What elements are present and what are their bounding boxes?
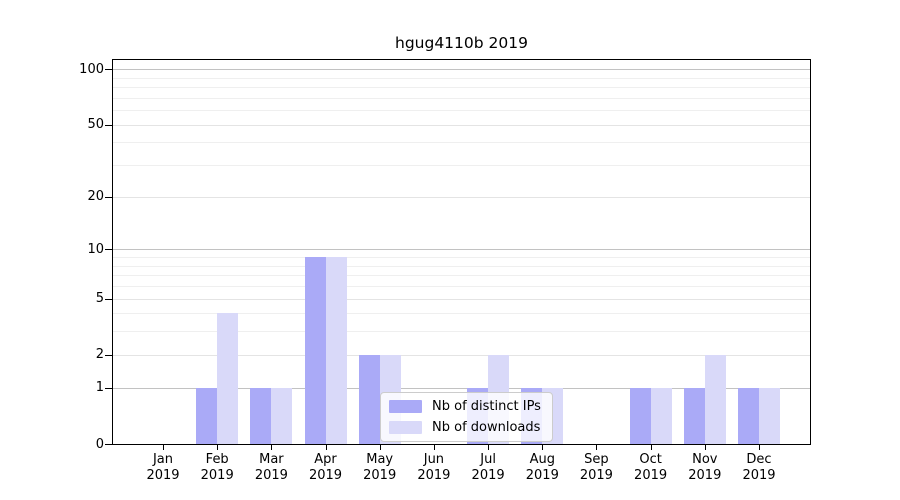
- legend: Nb of distinct IPs Nb of downloads: [380, 392, 553, 442]
- x-tick-label-aug: Aug 2019: [525, 452, 559, 483]
- x-tick-jul: [488, 445, 490, 450]
- major-gridline-20: [113, 196, 810, 198]
- x-tick-oct: [650, 445, 652, 450]
- bar-distinct-ips-may: [358, 354, 380, 444]
- legend-item-downloads: Nb of downloads: [389, 420, 541, 435]
- bar-downloads-nov: [704, 354, 726, 444]
- major-gridline-2: [113, 354, 810, 356]
- x-tick-label-may: May 2019: [363, 452, 397, 483]
- x-tick-label-dec: Dec 2019: [742, 452, 776, 483]
- chart-title: hgug4110b 2019: [395, 34, 528, 52]
- plot-area: Jan 2019 Feb 2019 Mar 2019 Apr 2019 May 2019…: [79, 59, 811, 483]
- y-tick-label-5: 5: [95, 291, 104, 306]
- bar-downloads-dec: [759, 387, 780, 444]
- bar-downloads-feb: [217, 313, 239, 444]
- y-tick-label-1: 1: [95, 380, 104, 396]
- bar-distinct-ips-dec: [738, 387, 759, 444]
- major-gridline-5: [113, 298, 810, 300]
- bar-distinct-ips-feb: [196, 387, 218, 444]
- x-tick-apr: [325, 445, 327, 450]
- bar-downloads-oct: [650, 387, 672, 444]
- bar-distinct-ips-oct: [629, 387, 651, 444]
- minor-gridline-60: [113, 110, 810, 112]
- x-tick-label-mar: Mar 2019: [254, 452, 288, 483]
- decade-gridline-1: [113, 387, 810, 389]
- y-tick-label-10: 10: [87, 241, 104, 257]
- y-tick-label-0: 0: [95, 436, 104, 452]
- decade-gridline-10: [113, 249, 810, 251]
- y-tick-label-20: 20: [87, 189, 104, 205]
- y-tick-10: [105, 249, 113, 251]
- legend-swatch-downloads: [389, 421, 422, 434]
- x-tick-label-jan: Jan 2019: [146, 452, 180, 483]
- legend-label-downloads: Nb of downloads: [432, 420, 541, 435]
- bar-downloads-mar: [271, 387, 293, 444]
- minor-gridline-3: [113, 331, 810, 333]
- y-tick-20: [105, 196, 113, 198]
- x-tick-label-apr: Apr 2019: [308, 452, 343, 483]
- x-tick-jun: [433, 445, 435, 450]
- y-tick-5: [105, 298, 113, 300]
- x-tick-label-feb: Feb 2019: [200, 452, 234, 483]
- x-tick-label-oct: Oct 2019: [634, 452, 668, 483]
- legend-item-distinct-ips: Nb of distinct IPs: [389, 399, 541, 414]
- minor-gridline-8: [113, 265, 810, 267]
- x-tick-label-sep: Sep 2019: [579, 452, 613, 483]
- decade-gridline-100: [113, 69, 810, 71]
- y-tick-1: [105, 387, 113, 389]
- bar-downloads-apr: [325, 257, 347, 444]
- x-tick-nov: [704, 445, 706, 450]
- minor-gridline-4: [113, 313, 810, 315]
- bar-distinct-ips-apr: [304, 257, 326, 444]
- y-tick-label-2: 2: [95, 347, 104, 363]
- y-tick-0: [105, 444, 113, 445]
- legend-swatch-distinct-ips: [389, 400, 422, 413]
- major-gridline-50: [113, 124, 810, 126]
- x-tick-aug: [542, 445, 544, 450]
- x-tick-label-jul: Jul 2019: [471, 452, 505, 483]
- x-tick-jan: [163, 445, 164, 450]
- x-tick-mar: [271, 445, 273, 450]
- minor-gridline-9: [113, 257, 810, 258]
- minor-gridline-30: [113, 165, 810, 167]
- minor-gridline-80: [113, 87, 810, 89]
- legend-label-distinct-ips: Nb of distinct IPs: [432, 399, 541, 414]
- y-tick-50: [105, 124, 113, 126]
- bar-distinct-ips-nov: [683, 387, 705, 444]
- x-tick-label-jun: Jun 2019: [417, 452, 451, 483]
- minor-gridline-40: [113, 142, 810, 144]
- y-tick-label-50: 50: [87, 117, 104, 133]
- bar-distinct-ips-mar: [250, 387, 272, 444]
- x-tick-may: [379, 445, 381, 450]
- x-tick-feb: [217, 445, 219, 450]
- y-tick-100: [105, 69, 113, 71]
- x-tick-dec: [759, 445, 760, 450]
- y-tick-2: [105, 354, 113, 356]
- minor-gridline-6: [113, 286, 810, 287]
- x-tick-sep: [596, 445, 598, 450]
- x-tick-label-nov: Nov 2019: [688, 452, 722, 483]
- y-tick-label-100: 100: [79, 61, 104, 77]
- minor-gridline-90: [113, 77, 810, 79]
- minor-gridline-7: [113, 275, 810, 277]
- minor-gridline-70: [113, 97, 810, 99]
